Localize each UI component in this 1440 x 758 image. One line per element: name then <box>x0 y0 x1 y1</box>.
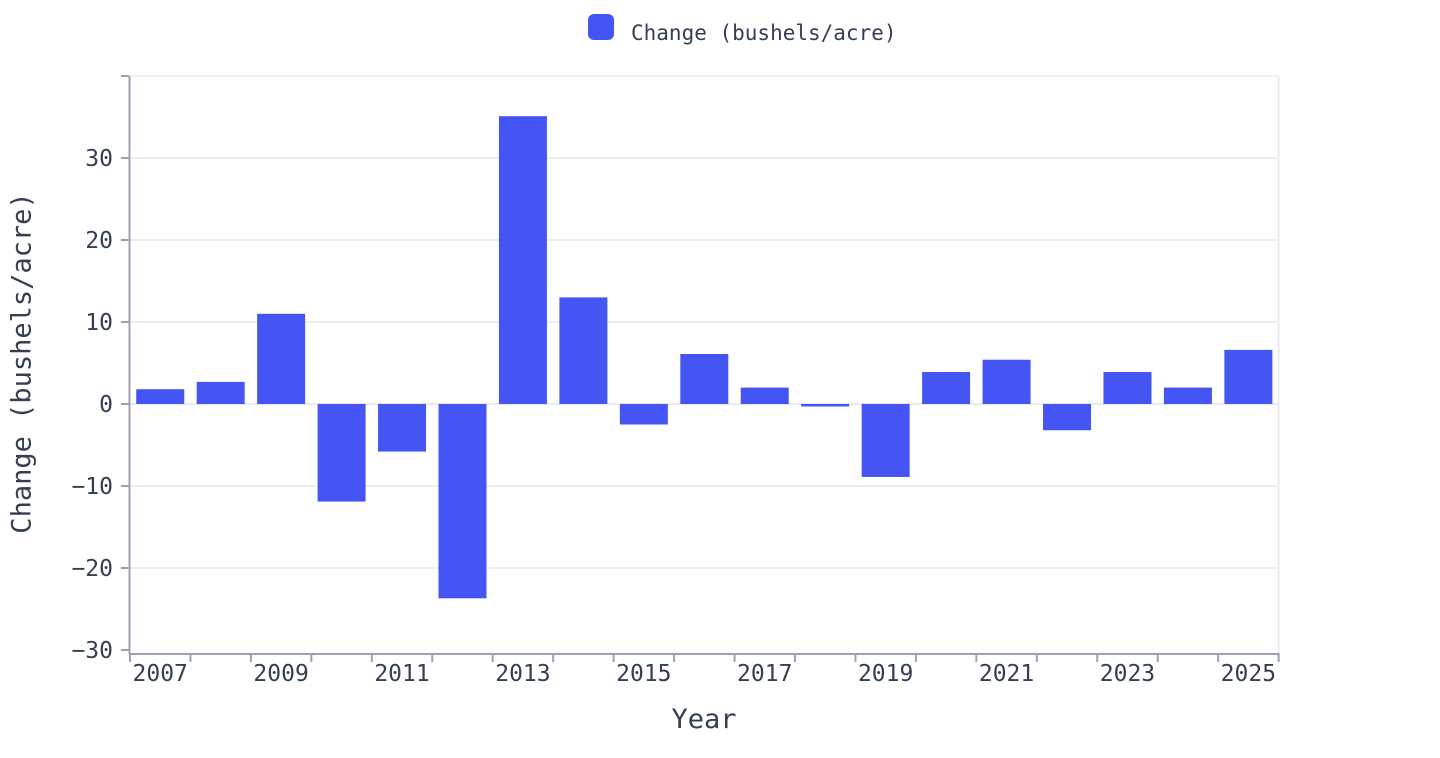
legend[interactable]: Change (bushels/acre) <box>588 14 897 44</box>
x-tick-label: 2009 <box>253 661 308 687</box>
y-tick-label: 10 <box>85 310 113 336</box>
x-tick-label: 2017 <box>737 661 792 687</box>
bar-2023[interactable] <box>1103 372 1152 404</box>
bar-2017[interactable] <box>740 387 789 404</box>
y-tick-label: 0 <box>99 392 113 418</box>
y-tick-label: −10 <box>71 474 113 500</box>
bar-2007[interactable] <box>136 389 185 404</box>
x-tick-label: 2021 <box>979 661 1034 687</box>
bar-2011[interactable] <box>378 404 427 452</box>
x-axis-title: Year <box>671 704 737 735</box>
bar-2021[interactable] <box>982 359 1031 404</box>
bar-2020[interactable] <box>922 372 971 404</box>
x-tick-label: 2019 <box>858 661 913 687</box>
bar-2015[interactable] <box>619 404 668 425</box>
bar-2008[interactable] <box>196 381 245 404</box>
legend-label: Change (bushels/acre) <box>631 21 897 45</box>
x-tick-label: 2007 <box>133 661 188 687</box>
bar-2016[interactable] <box>680 353 729 404</box>
y-tick-label: −30 <box>71 638 113 664</box>
x-tick-label: 2015 <box>616 661 671 687</box>
x-tick-label: 2013 <box>495 661 550 687</box>
y-axis-title: Change (bushels/acre) <box>6 192 38 534</box>
bar-2014[interactable] <box>559 297 608 404</box>
y-tick-label: −20 <box>71 556 113 582</box>
y-tick-label: 30 <box>85 146 113 172</box>
legend-swatch-icon <box>588 14 614 40</box>
x-tick-label: 2025 <box>1221 661 1276 687</box>
bar-2022[interactable] <box>1043 404 1092 431</box>
bar-2009[interactable] <box>257 313 306 404</box>
x-tick-label: 2023 <box>1100 661 1155 687</box>
x-tick-label: 2011 <box>374 661 429 687</box>
bar-2025[interactable] <box>1224 349 1273 404</box>
bar-2019[interactable] <box>861 404 910 477</box>
y-tick-label: 20 <box>85 228 113 254</box>
bar-2010[interactable] <box>317 404 366 502</box>
bar-2018[interactable] <box>801 404 850 407</box>
bar-2013[interactable] <box>498 116 547 405</box>
bar-2012[interactable] <box>438 404 487 599</box>
bar-2024[interactable] <box>1163 387 1212 404</box>
